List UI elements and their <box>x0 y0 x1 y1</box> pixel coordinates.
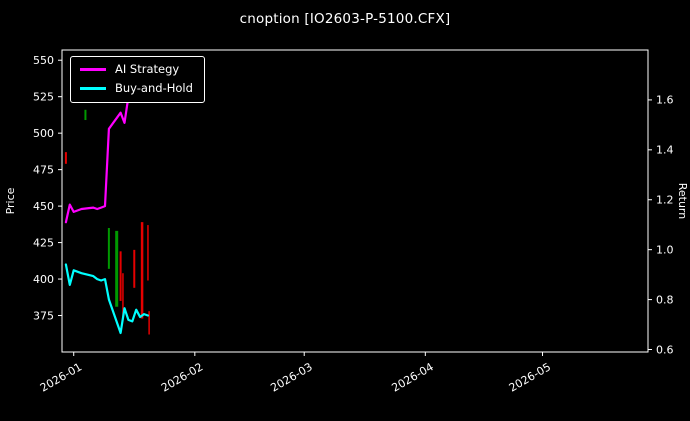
return-tick-label: 1.4 <box>656 144 674 157</box>
price-tick-label: 475 <box>33 163 54 176</box>
price-tick-label: 450 <box>33 200 54 213</box>
price-tick-label: 550 <box>33 54 54 67</box>
legend-box: AI Strategy Buy-and-Hold <box>70 56 205 103</box>
left-axis-label: Price <box>4 187 17 214</box>
chart-title: cnoption [IO2603-P-5100.CFX] <box>239 11 451 27</box>
date-tick-label: 2026-03 <box>268 360 314 394</box>
date-tick-label: 2026-01 <box>38 360 84 394</box>
date-tick-label: 2026-02 <box>159 360 205 394</box>
legend-swatch-bh <box>80 86 106 90</box>
date-tick-label: 2026-05 <box>507 360 553 394</box>
series-buy_and_hold <box>64 263 149 335</box>
legend-label-ai: AI Strategy <box>115 62 180 76</box>
return-tick-label: 0.8 <box>656 293 674 306</box>
return-tick-label: 1.2 <box>656 194 674 207</box>
return-tick-label: 0.6 <box>656 343 674 356</box>
price-tick-label: 400 <box>33 273 54 286</box>
return-tick-label: 1.6 <box>656 94 674 107</box>
right-axis-label: Return <box>676 183 689 220</box>
legend-label-bh: Buy-and-Hold <box>115 80 193 95</box>
price-tick-label: 525 <box>33 90 54 103</box>
legend-entry-buy-and-hold: Buy-and-Hold <box>80 80 193 95</box>
legend-entry-ai-strategy: AI Strategy <box>80 62 193 76</box>
price-tick-label: 375 <box>33 309 54 322</box>
legend-swatch-ai <box>80 68 106 72</box>
date-tick-label: 2026-04 <box>390 360 436 394</box>
return-tick-label: 1.0 <box>656 243 674 256</box>
plot-border <box>61 49 649 353</box>
price-tick-label: 425 <box>33 236 54 249</box>
price-tick-label: 500 <box>33 127 54 140</box>
